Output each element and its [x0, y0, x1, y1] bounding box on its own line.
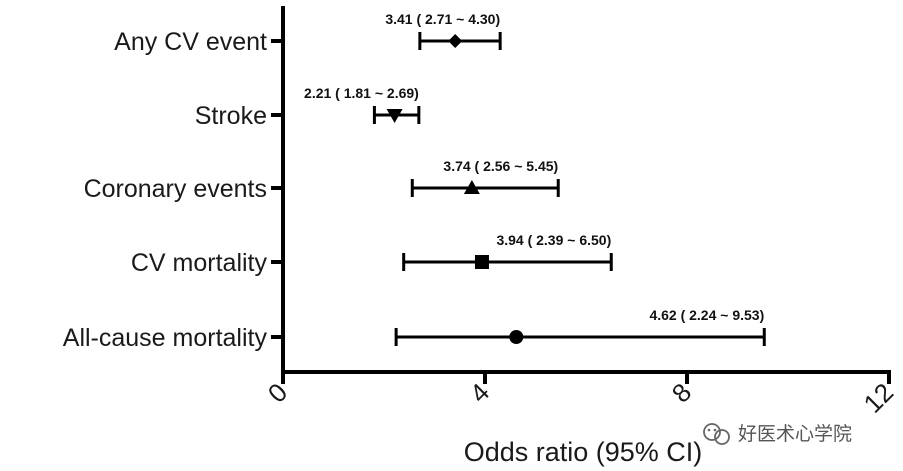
point-marker: [474, 255, 489, 269]
point-marker: [386, 109, 403, 123]
watermark-text: 好医术心学院: [738, 423, 852, 445]
wechat-icon: [703, 423, 730, 445]
rows: Any CV event 3.41 ( 2.71 ~ 4.30) Stroke 2.2…: [63, 11, 766, 352]
x-axis-title: Odds ratio (95% CI): [464, 437, 703, 467]
point-marker: [463, 180, 480, 194]
data-label: 3.94 ( 2.39 ~ 6.50): [496, 232, 611, 248]
x-tick-label: 0: [262, 377, 293, 408]
data-label: 3.41 ( 2.71 ~ 4.30): [385, 11, 500, 27]
data-label: 4.62 ( 2.24 ~ 9.53): [649, 307, 764, 323]
category-label: Coronary events: [84, 175, 267, 203]
point-marker: [509, 330, 524, 344]
category-label: All-cause mortality: [63, 324, 268, 352]
x-tick-label: 4: [464, 377, 495, 408]
axes: 0 4 8 12: [262, 6, 899, 419]
point-marker: [448, 34, 463, 48]
category-label: Any CV event: [114, 28, 267, 56]
x-tick-label: 12: [858, 377, 900, 419]
x-tick-label: 8: [666, 377, 697, 408]
data-label: 2.21 ( 1.81 ~ 2.69): [304, 85, 419, 101]
data-label: 3.74 ( 2.56 ~ 5.45): [443, 158, 558, 174]
category-label: CV mortality: [131, 249, 268, 277]
category-label: Stroke: [195, 102, 267, 130]
watermark: 好医术心学院: [703, 423, 852, 445]
